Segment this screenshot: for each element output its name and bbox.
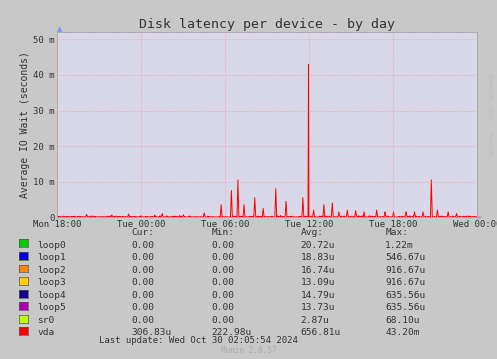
- Text: 0.00: 0.00: [211, 266, 234, 275]
- Text: 0.00: 0.00: [132, 303, 155, 312]
- Text: ▲: ▲: [57, 26, 63, 32]
- Text: RRDTOOL / TOBI OETIKER: RRDTOOL / TOBI OETIKER: [490, 74, 495, 156]
- Text: Avg:: Avg:: [301, 228, 324, 237]
- Text: 16.74u: 16.74u: [301, 266, 335, 275]
- Text: 656.81u: 656.81u: [301, 328, 341, 337]
- Text: 1.22m: 1.22m: [385, 241, 414, 250]
- Text: 635.56u: 635.56u: [385, 291, 425, 300]
- Text: Max:: Max:: [385, 228, 408, 237]
- Text: Min:: Min:: [211, 228, 234, 237]
- Text: Last update: Wed Oct 30 02:05:54 2024: Last update: Wed Oct 30 02:05:54 2024: [99, 336, 298, 345]
- Text: 635.56u: 635.56u: [385, 303, 425, 312]
- Title: Disk latency per device - by day: Disk latency per device - by day: [139, 18, 395, 31]
- Text: loop3: loop3: [37, 278, 66, 287]
- Text: loop0: loop0: [37, 241, 66, 250]
- Text: 13.73u: 13.73u: [301, 303, 335, 312]
- Text: 0.00: 0.00: [132, 278, 155, 287]
- Text: 0.00: 0.00: [211, 241, 234, 250]
- Text: 0.00: 0.00: [132, 266, 155, 275]
- Text: 2.87u: 2.87u: [301, 316, 330, 325]
- Text: loop4: loop4: [37, 291, 66, 300]
- Text: 0.00: 0.00: [132, 316, 155, 325]
- Text: 306.83u: 306.83u: [132, 328, 172, 337]
- Text: loop5: loop5: [37, 303, 66, 312]
- Text: 0.00: 0.00: [211, 316, 234, 325]
- Text: 0.00: 0.00: [211, 253, 234, 262]
- Text: loop1: loop1: [37, 253, 66, 262]
- Text: Munin 2.0.57: Munin 2.0.57: [221, 346, 276, 355]
- Text: Cur:: Cur:: [132, 228, 155, 237]
- Text: 13.09u: 13.09u: [301, 278, 335, 287]
- Text: 0.00: 0.00: [132, 291, 155, 300]
- Text: 14.79u: 14.79u: [301, 291, 335, 300]
- Text: vda: vda: [37, 328, 55, 337]
- Text: 222.98u: 222.98u: [211, 328, 251, 337]
- Text: 0.00: 0.00: [132, 241, 155, 250]
- Text: 916.67u: 916.67u: [385, 278, 425, 287]
- Text: 0.00: 0.00: [132, 253, 155, 262]
- Text: 20.72u: 20.72u: [301, 241, 335, 250]
- Text: 916.67u: 916.67u: [385, 266, 425, 275]
- Text: 0.00: 0.00: [211, 303, 234, 312]
- Y-axis label: Average IO Wait (seconds): Average IO Wait (seconds): [20, 51, 30, 198]
- Text: 0.00: 0.00: [211, 291, 234, 300]
- Text: 43.20m: 43.20m: [385, 328, 419, 337]
- Text: 546.67u: 546.67u: [385, 253, 425, 262]
- Text: sr0: sr0: [37, 316, 55, 325]
- Text: ▶: ▶: [477, 214, 483, 220]
- Text: 18.83u: 18.83u: [301, 253, 335, 262]
- Text: 68.10u: 68.10u: [385, 316, 419, 325]
- Text: 0.00: 0.00: [211, 278, 234, 287]
- Text: loop2: loop2: [37, 266, 66, 275]
